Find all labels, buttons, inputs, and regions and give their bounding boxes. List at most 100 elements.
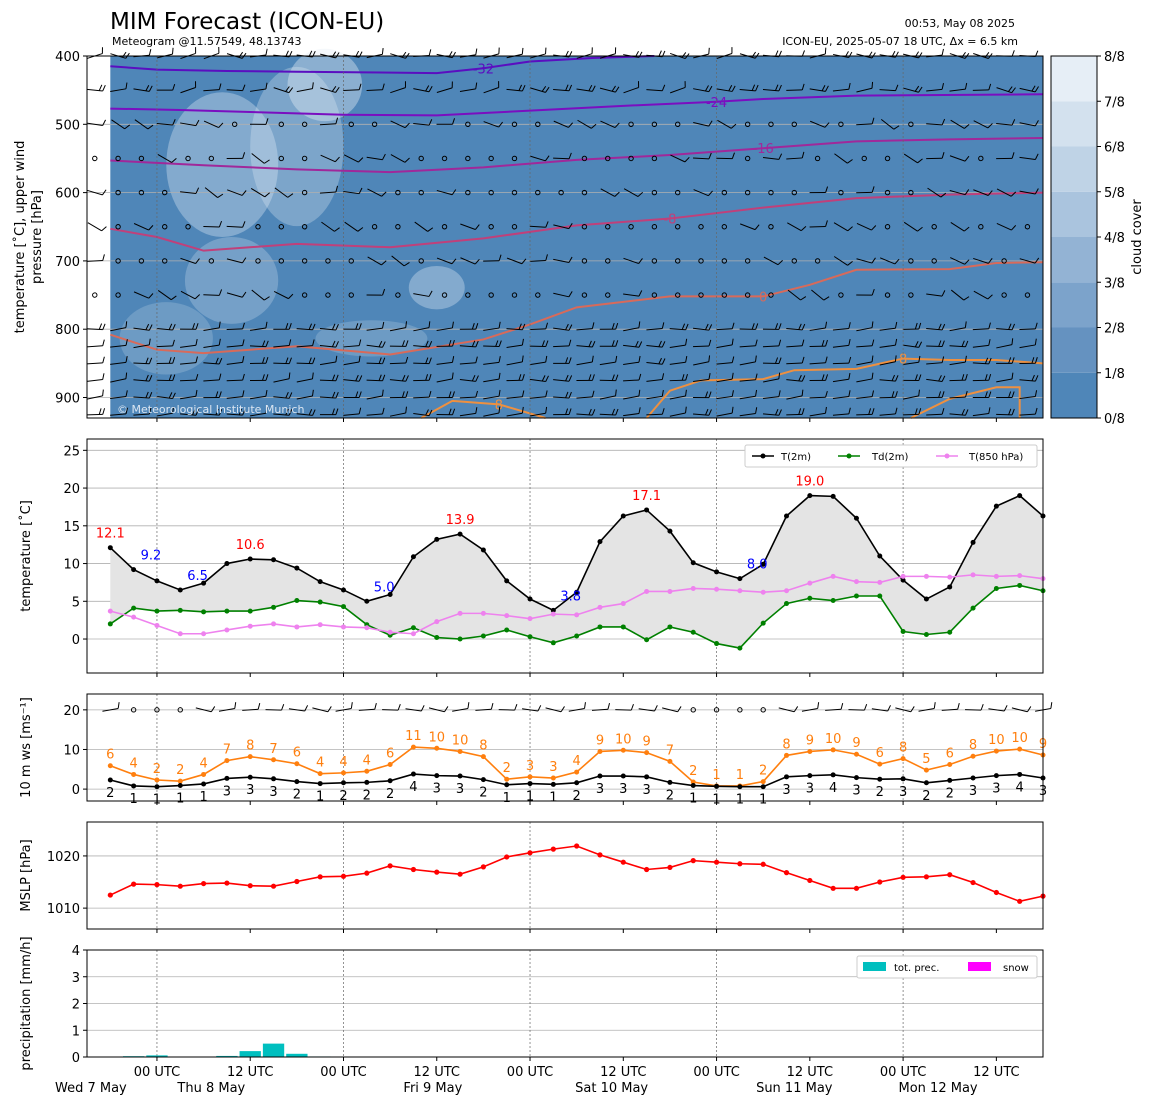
wind-barb (861, 155, 867, 162)
wind-barb (744, 292, 751, 298)
wind-barb (344, 221, 364, 232)
wind-barb (605, 155, 611, 162)
wind-barb (226, 84, 246, 92)
wind-barb (459, 356, 478, 365)
mslp-point (247, 883, 253, 889)
wind-barb (138, 189, 145, 196)
t2m-point (644, 507, 650, 513)
wind-barb (973, 189, 993, 196)
mslp-point (690, 858, 696, 864)
td2m-point (737, 645, 743, 651)
wind-barb (367, 256, 387, 266)
wind-barb (832, 322, 851, 331)
time-tick-label: 12 UTC (787, 1065, 833, 1080)
wind-barb (133, 291, 154, 299)
wind-barb (576, 374, 595, 381)
td2m-point (131, 605, 137, 611)
wind-barb (623, 407, 641, 417)
gust-value-label: 4 (363, 753, 371, 768)
gust-value-label: 2 (176, 763, 184, 778)
mslp-frame (86, 821, 1044, 930)
wind-barb (581, 258, 588, 264)
wind-barb (180, 187, 200, 194)
wind-barb (506, 355, 524, 366)
mean-wind-point (574, 780, 580, 786)
wind-barb (529, 406, 548, 417)
wind-barb (576, 408, 596, 416)
mslp-point (527, 850, 533, 856)
surface-wind-barb (335, 702, 353, 712)
mslp-point (1017, 898, 1023, 904)
day-label: Sat 10 May (575, 1081, 648, 1096)
wind-barb (978, 224, 984, 230)
isotherm-label: -24 (706, 96, 727, 111)
mslp-point (387, 863, 393, 869)
wind-barb (809, 85, 829, 92)
wind-barb (972, 407, 991, 417)
gust-point (690, 779, 696, 785)
wind-barb (529, 85, 550, 93)
wind-barb (884, 155, 891, 162)
wind-barb (301, 292, 308, 298)
t850-point (387, 629, 393, 635)
wind-barb (86, 373, 105, 382)
wind-barb (553, 323, 573, 331)
wind-barb (669, 323, 689, 331)
t2m-point (1017, 493, 1023, 499)
wind-barb (599, 340, 619, 347)
wind-barb (972, 374, 992, 382)
wind-barb (343, 83, 362, 92)
wind-barb (278, 224, 285, 230)
y-tick-label: 800 (55, 323, 80, 338)
wind-barb (343, 374, 363, 382)
gust-value-label: 8 (969, 738, 977, 753)
wind-barb (162, 258, 168, 264)
wind-barb (717, 119, 737, 129)
y-tick-label: 2 (72, 998, 80, 1013)
wind-barb (576, 390, 595, 399)
t2m-point (737, 576, 743, 582)
wind-barb (721, 224, 728, 230)
wind-barb (133, 391, 153, 399)
gust-point (993, 748, 999, 754)
wind-barb (693, 373, 711, 383)
mean-wind-point (550, 781, 556, 787)
temperature-y-axis-label: temperature [˚C] (18, 500, 34, 612)
wind-barb (576, 340, 596, 348)
y-tick-label: 400 (55, 50, 80, 65)
wind-barb (744, 155, 751, 162)
wind-barb (529, 390, 548, 399)
mean-wind-value-label: 2 (293, 788, 301, 803)
wind-barb (273, 323, 292, 330)
mean-wind-point (830, 772, 836, 778)
wind-barb (739, 339, 758, 348)
t2m-point (550, 607, 556, 613)
td2m-point (527, 634, 533, 640)
wind-barb (1019, 188, 1039, 195)
wind-barb (623, 257, 643, 264)
wind-barb (278, 258, 285, 264)
wind-barb (739, 84, 759, 92)
wind-barb (651, 189, 658, 196)
wind-barb (319, 185, 338, 194)
t2m-point (201, 580, 207, 586)
copyright-note: © Meteorological Institute Munich (117, 403, 304, 416)
wind-barb (949, 155, 970, 162)
wind-barb (762, 390, 781, 399)
wind-barb (110, 339, 128, 348)
wind-barb (389, 356, 409, 365)
isotherm-label: 8 (495, 398, 503, 413)
t2m-point (434, 536, 440, 542)
wind-barb (86, 356, 105, 365)
isotherm-line (910, 386, 1021, 419)
t850-point (690, 585, 696, 591)
wind-barb (744, 121, 751, 128)
t2m-point (853, 515, 859, 521)
wind-barb (581, 224, 588, 230)
wind-barb (343, 154, 364, 163)
t850-point (620, 601, 626, 607)
wind-barb (716, 338, 734, 349)
gust-value-label: 11 (405, 729, 422, 744)
wind-barb (483, 254, 502, 262)
